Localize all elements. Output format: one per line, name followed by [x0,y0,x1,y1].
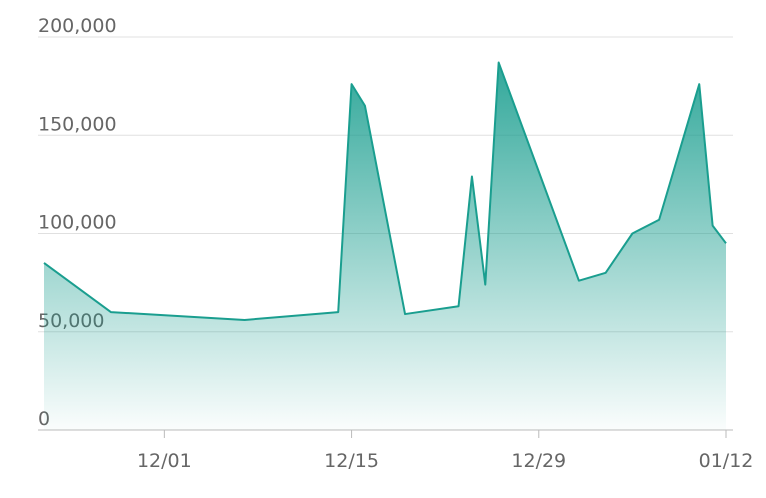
y-tick-label: 150,000 [38,113,117,135]
x-tick-label: 12/29 [511,450,566,472]
y-tick-label: 200,000 [38,15,117,37]
area-line [43,61,727,321]
x-tick-label: 01/12 [699,450,754,472]
x-tick-label: 12/15 [324,450,379,472]
y-tick-label: 100,000 [38,212,117,234]
area-fill [44,62,726,431]
x-tick-label: 12/01 [137,450,192,472]
